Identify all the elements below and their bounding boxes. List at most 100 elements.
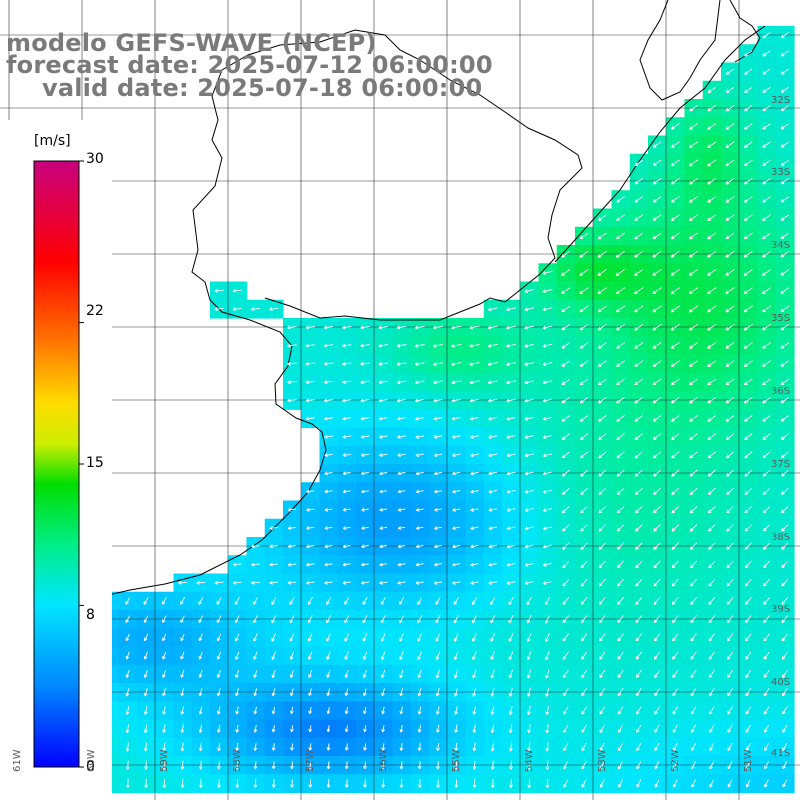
- wind-arrow: [725, 86, 735, 94]
- wind-arrow: [454, 706, 458, 715]
- wind-arrow: [707, 196, 717, 203]
- wind-arrow: [235, 706, 239, 715]
- wind-arrow: [380, 615, 386, 624]
- wind-speed-cell: [648, 518, 667, 538]
- wind-arrow: [433, 435, 443, 439]
- wind-arrow: [652, 268, 662, 276]
- colorbar-gradient: [33, 160, 80, 768]
- wind-arrow: [417, 706, 422, 715]
- wind-arrow: [397, 544, 406, 549]
- wind-arrow: [125, 760, 130, 770]
- wind-arrow: [306, 507, 315, 512]
- wind-arrow: [344, 651, 349, 660]
- wind-arrow: [417, 779, 422, 788]
- lon-label: 52W: [670, 749, 681, 772]
- wind-arrow: [654, 779, 660, 788]
- wind-arrow: [580, 578, 588, 587]
- wind-arrow: [762, 469, 771, 477]
- wind-arrow: [561, 269, 571, 276]
- wind-arrow: [688, 250, 699, 258]
- wind-arrow: [143, 651, 148, 660]
- wind-arrow: [707, 86, 717, 94]
- wind-arrow: [616, 196, 625, 203]
- wind-arrow: [397, 526, 406, 530]
- wind-arrow: [598, 451, 607, 459]
- wind-arrow: [508, 742, 513, 752]
- wind-arrow: [707, 159, 717, 167]
- wind-arrow: [634, 159, 643, 167]
- wind-arrow: [672, 633, 679, 642]
- wind-arrow: [762, 360, 771, 367]
- wind-arrow: [599, 688, 606, 697]
- wind-arrow: [542, 544, 553, 549]
- wind-arrow: [524, 289, 535, 294]
- wind-arrow: [434, 544, 442, 549]
- wind-arrow: [561, 397, 570, 404]
- wind-arrow: [232, 288, 242, 293]
- wind-arrow: [397, 507, 406, 512]
- lon-label: 56W: [378, 749, 389, 772]
- wind-arrow: [654, 706, 660, 715]
- wind-arrow: [780, 415, 789, 422]
- wind-arrow: [125, 778, 130, 789]
- wind-speed-cell: [629, 427, 649, 447]
- wind-arrow: [342, 507, 351, 512]
- wind-speed-cell: [575, 245, 594, 264]
- wind-arrow: [671, 487, 680, 496]
- lon-label: 57W: [305, 749, 316, 772]
- wind-arrow: [434, 489, 442, 494]
- wind-arrow: [542, 270, 553, 275]
- lon-label: 61W: [12, 749, 23, 772]
- wind-speed-cell: [666, 610, 686, 629]
- wind-arrow: [725, 141, 735, 148]
- wind-arrow: [307, 633, 313, 642]
- wind-arrow: [417, 743, 422, 751]
- wind-arrow: [490, 760, 495, 770]
- wind-arrow: [290, 743, 294, 751]
- wind-arrow: [506, 380, 516, 385]
- wind-arrow: [672, 706, 679, 715]
- wind-arrow: [125, 724, 130, 734]
- wind-arrow: [545, 614, 551, 624]
- wind-arrow: [524, 362, 535, 367]
- wind-arrow: [436, 779, 440, 788]
- wind-arrow: [689, 396, 698, 404]
- wind-speed-cell: [575, 518, 594, 538]
- wind-arrow: [780, 32, 789, 39]
- wind-arrow: [616, 542, 625, 550]
- wind-arrow: [415, 489, 424, 494]
- wind-arrow: [542, 453, 553, 458]
- lat-label: 38S: [771, 532, 791, 543]
- wind-arrow: [727, 706, 733, 715]
- wind-arrow: [360, 380, 370, 385]
- wind-arrow: [561, 305, 571, 313]
- wind-arrow: [326, 615, 332, 624]
- wind-arrow: [198, 724, 203, 733]
- wind-arrow: [506, 508, 516, 512]
- wind-speed-cell: [593, 610, 613, 629]
- wind-arrow: [744, 123, 753, 130]
- wind-arrow: [561, 324, 571, 331]
- wind-arrow: [488, 398, 498, 403]
- wind-arrow: [271, 706, 276, 715]
- wind-arrow: [545, 651, 550, 661]
- wind-arrow: [690, 724, 697, 733]
- wind-arrow: [562, 688, 569, 697]
- wind-arrow: [324, 526, 333, 530]
- wind-arrow: [634, 487, 643, 496]
- wind-arrow: [344, 669, 349, 679]
- wind-arrow: [162, 778, 167, 789]
- lat-label: 33S: [771, 167, 791, 178]
- wind-arrow: [561, 415, 570, 422]
- wind-arrow: [324, 489, 333, 494]
- wind-arrow: [526, 687, 532, 697]
- wind-arrow: [433, 325, 443, 330]
- wind-arrow: [727, 779, 733, 788]
- wind-arrow: [361, 507, 369, 512]
- wind-arrow: [452, 544, 461, 549]
- wind-arrow: [416, 526, 424, 530]
- wind-speed-cell: [666, 628, 686, 648]
- wind-arrow: [180, 724, 185, 733]
- wind-arrow: [527, 724, 531, 734]
- wind-speed-cell: [593, 555, 613, 575]
